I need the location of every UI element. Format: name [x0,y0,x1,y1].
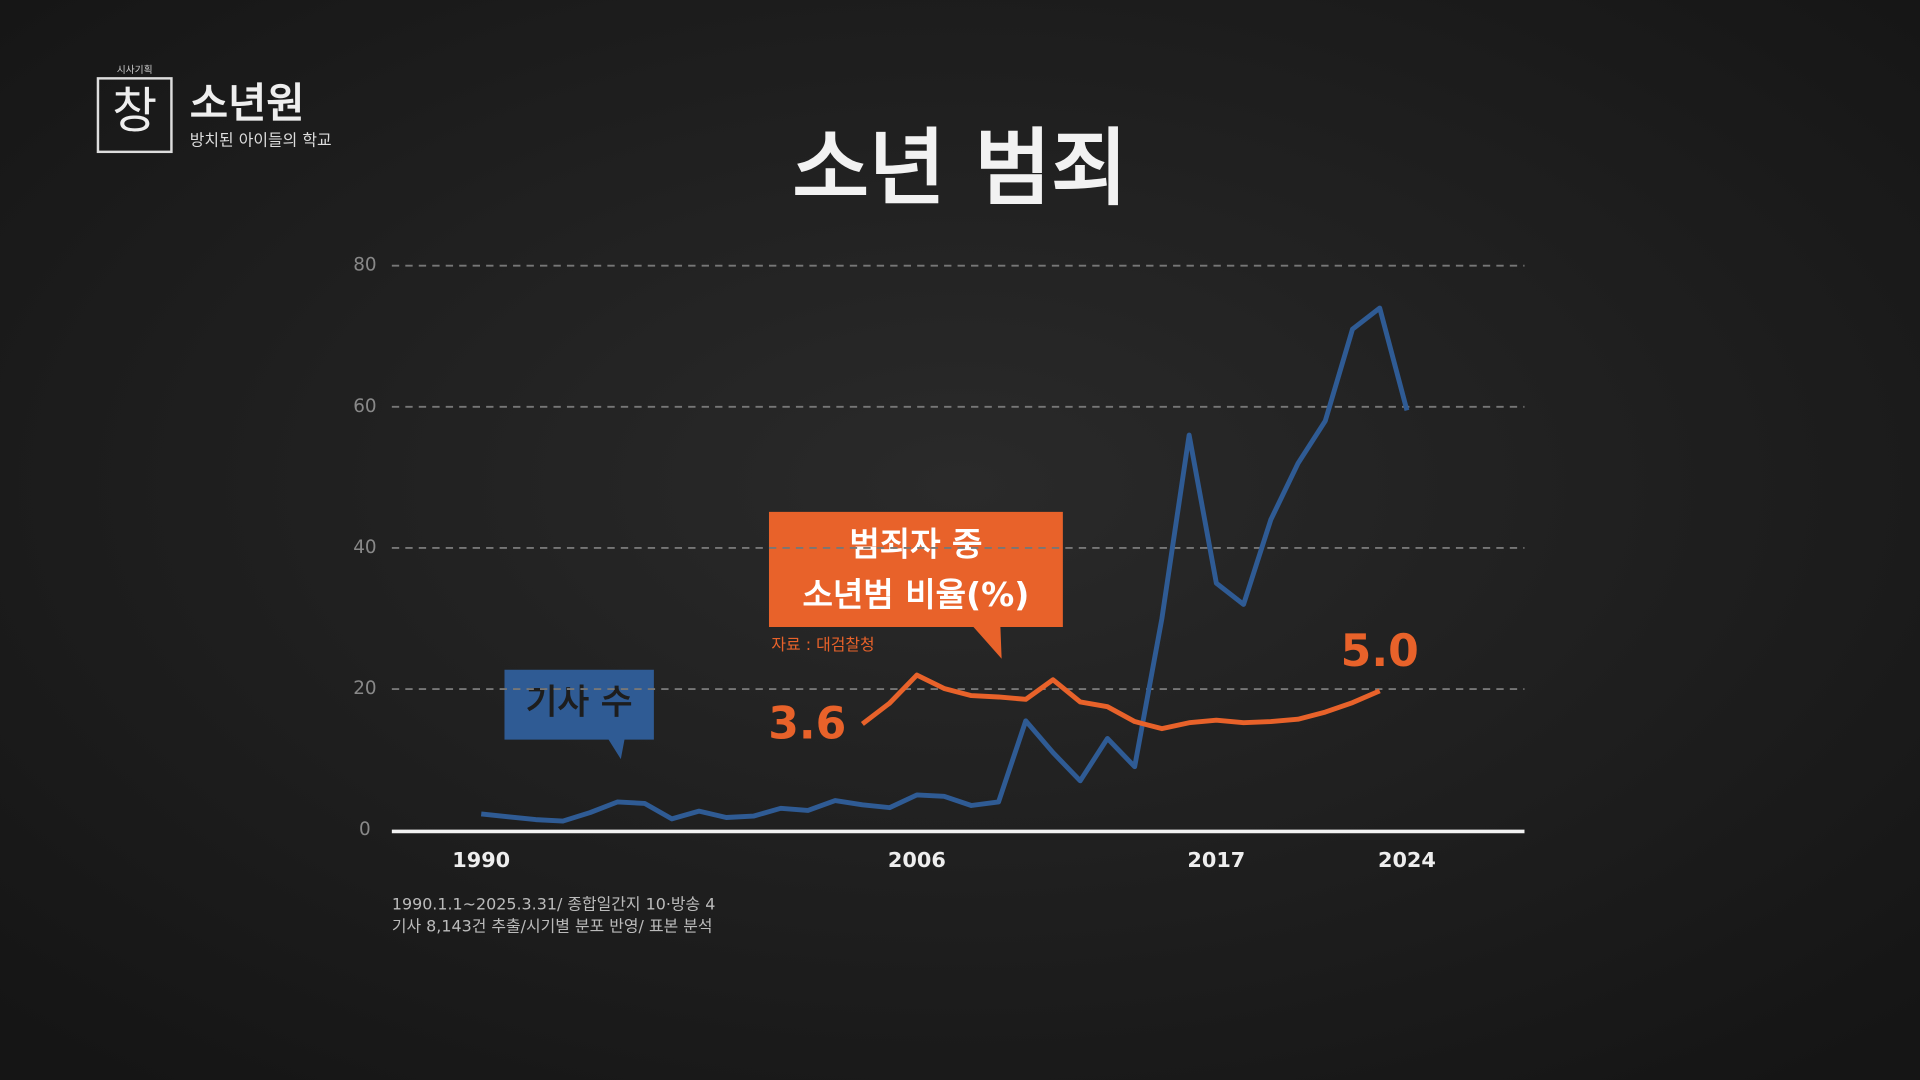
x-tick-label: 2017 [1187,848,1245,872]
note: 1990.1.1~2025.3.31/ 종합일간지 10·방송 4 [392,894,716,913]
data-label: 3.6 [768,698,846,749]
logo-box [96,77,173,154]
x-tick-label: 1990 [452,848,510,872]
x-tick-label: 2024 [1378,848,1436,872]
x-tick-label: 2006 [888,848,946,872]
y-tick-label: 40 [353,537,376,558]
logo-program: 소년원 [190,79,305,128]
chart-title: 소년 범죄 [792,120,1127,217]
series-line [860,672,1381,732]
source: 자료 : 대검찰청 [771,635,874,654]
logo-mark: 창 [112,84,157,139]
y-tick-label: 60 [353,396,376,417]
callout-text: 소년범 비율(%) [802,575,1029,614]
logo: 시사기획 창 소년원 방치된 아이들의 학교 [96,64,332,154]
logo-kicker: 시사기획 [117,64,153,76]
data-label: 5.0 [1341,626,1419,677]
series-line [480,305,1410,824]
y-tick-label: 80 [353,255,376,276]
y-tick-label: 0 [359,819,371,840]
y-tick-label: 20 [353,678,376,699]
note: 기사 8,143건 추출/시기별 분포 반영/ 표본 분석 [392,916,713,935]
callout-text: 범죄자 중 [849,525,982,564]
logo-subtitle: 방치된 아이들의 학교 [190,130,332,149]
callout-box [504,669,654,760]
